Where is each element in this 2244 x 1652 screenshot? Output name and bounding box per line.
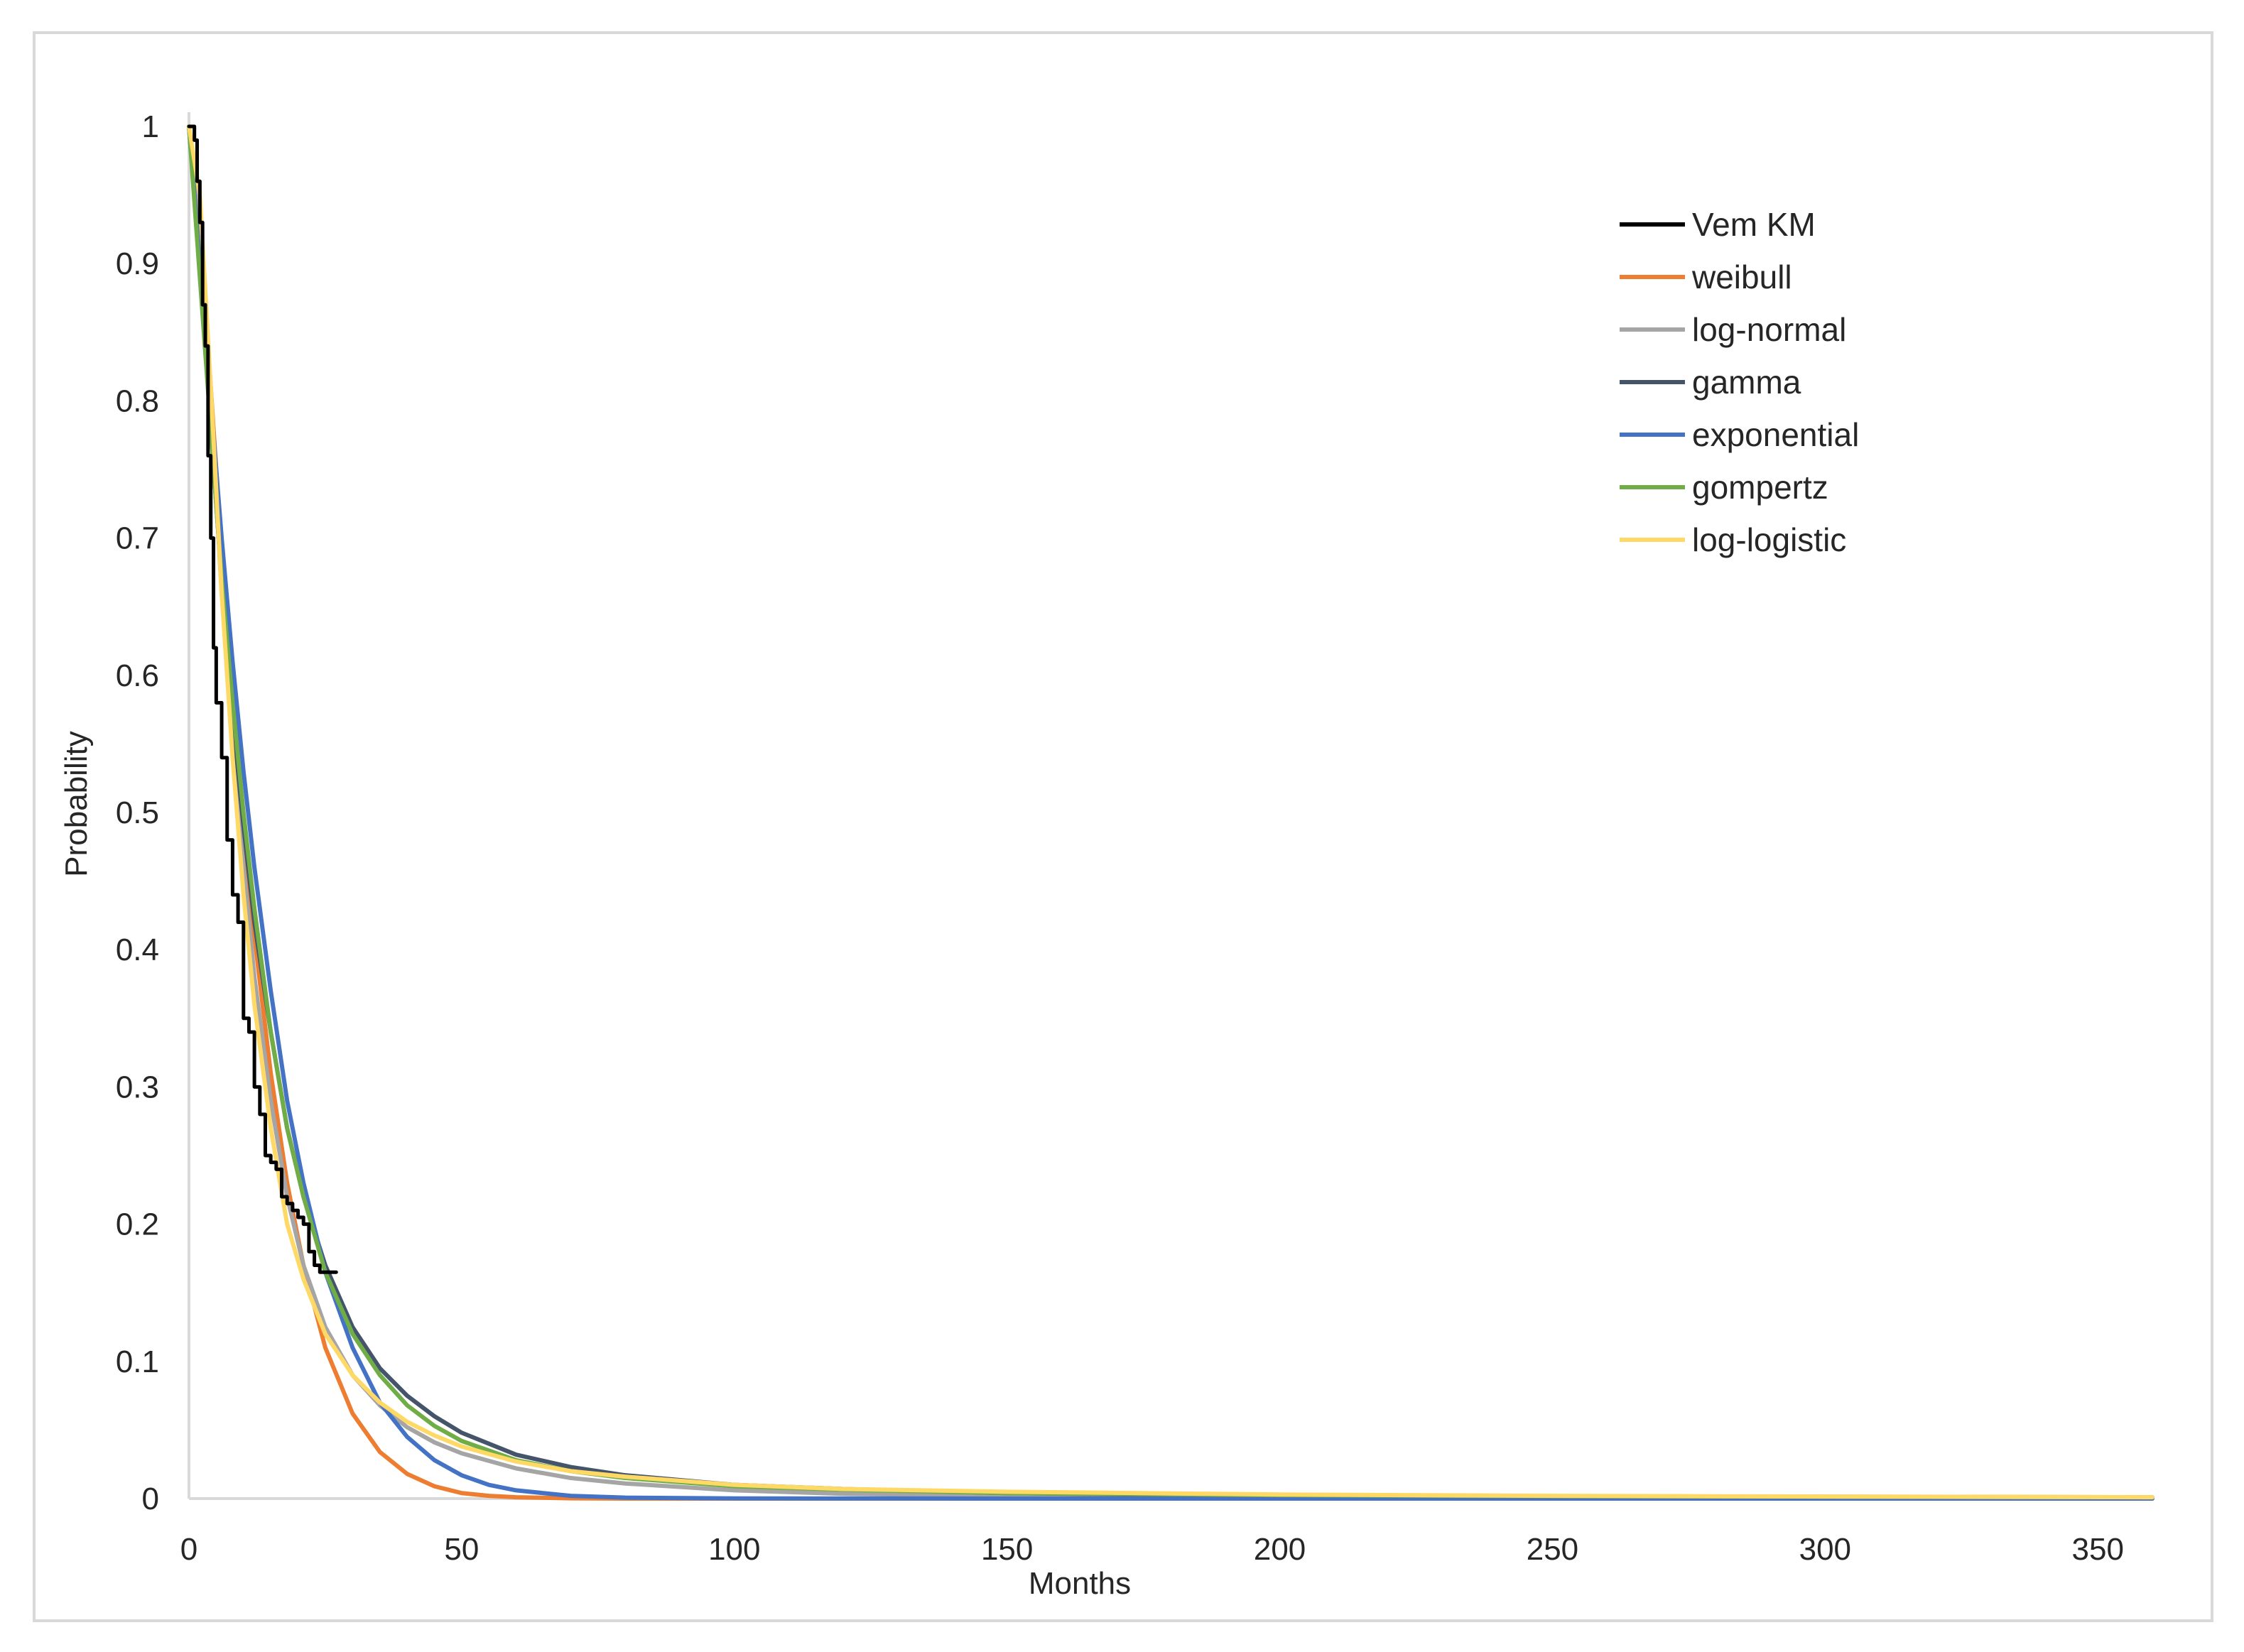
series-line-log-logistic: [187, 124, 2154, 1500]
x-tick-label: 0: [180, 1532, 197, 1567]
y-axis-title: Probability: [59, 731, 94, 876]
x-tick-label: 250: [1527, 1532, 1578, 1567]
series-line-gompertz: [187, 124, 2154, 1500]
y-tick-label: 0.3: [116, 1070, 159, 1104]
y-tick-label: 0.7: [116, 521, 159, 556]
legend-label: gompertz: [1692, 469, 1828, 506]
legend-label: log-logistic: [1692, 521, 1846, 558]
series-layer: [187, 124, 2154, 1501]
series-line-vem-km: [187, 124, 338, 1274]
series-line-weibull: [187, 124, 2154, 1501]
series-line-log-normal: [187, 124, 2154, 1501]
legend-label: exponential: [1692, 416, 1859, 453]
axes: 0 50 100 150 200 250 300 350 0 0.1 0.2 0.3 0.4 0.5 0.6…: [116, 109, 2152, 1567]
survival-chart: 0 50 100 150 200 250 300 350 0 0.1 0.2 0.3 0.4 0.5 0.6…: [59, 109, 2154, 1601]
y-tick-label: 1: [142, 109, 159, 144]
y-tick-label: 0.2: [116, 1207, 159, 1242]
y-tick-label: 0.5: [116, 795, 159, 830]
y-tick-label: 0.6: [116, 658, 159, 693]
x-axis-title: Months: [1029, 1566, 1131, 1601]
x-tick-label: 300: [1799, 1532, 1851, 1567]
chart-frame: 0 50 100 150 200 250 300 350 0 0.1 0.2 0.3 0.4 0.5 0.6…: [33, 31, 2213, 1622]
legend: Vem KM weibull log-normal gamma exponential g…: [1620, 206, 1859, 558]
x-tick-label: 100: [708, 1532, 760, 1567]
y-tick-label: 0.1: [116, 1344, 159, 1379]
series-line-exponential: [187, 124, 2154, 1501]
legend-label: log-normal: [1692, 311, 1846, 348]
legend-label: weibull: [1691, 259, 1792, 295]
series-line-gamma: [187, 124, 2154, 1501]
y-tick-label: 0: [142, 1482, 159, 1516]
x-tick-label: 50: [444, 1532, 479, 1567]
legend-label: gamma: [1692, 364, 1801, 401]
x-tick-label: 200: [1254, 1532, 1306, 1567]
legend-label: Vem KM: [1692, 206, 1816, 243]
y-tick-label: 0.4: [116, 933, 159, 967]
y-tick-label: 0.9: [116, 246, 159, 281]
x-tick-label: 350: [2072, 1532, 2124, 1567]
y-tick-label: 0.8: [116, 384, 159, 418]
x-tick-label: 150: [981, 1532, 1033, 1567]
